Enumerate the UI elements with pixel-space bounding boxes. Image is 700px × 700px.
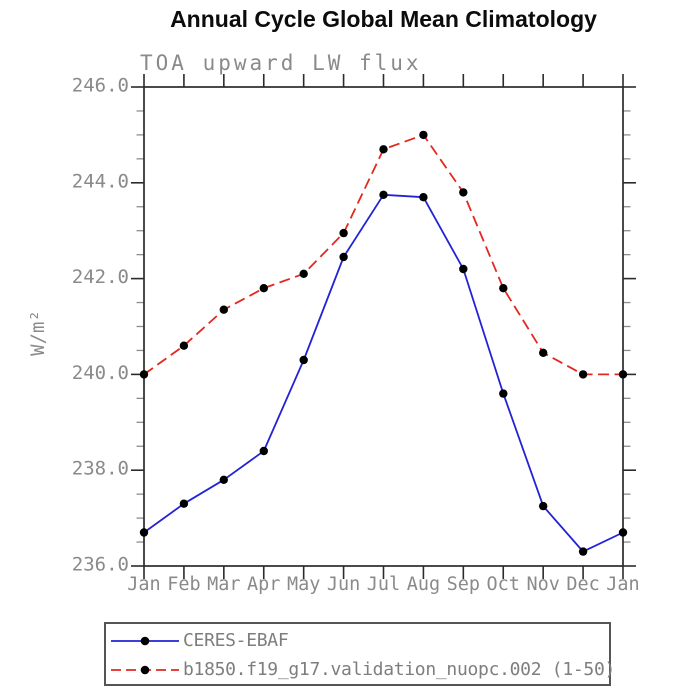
y-tick-label: 244.0 xyxy=(72,170,129,192)
data-point-model-run xyxy=(459,188,468,197)
axis-frame xyxy=(143,86,624,567)
x-tick-label-month: Aug xyxy=(407,574,440,595)
x-tick-label-month: Nov xyxy=(526,574,559,595)
y-tick-label: 242.0 xyxy=(72,266,129,288)
x-tick-label-month: Jan xyxy=(127,574,160,595)
data-point-ceres-ebaf xyxy=(499,389,508,398)
legend-entry-model-run: b1850.f19_g17.validation_nuopc.002 (1-50… xyxy=(106,655,615,684)
x-tick-label-month: Sep xyxy=(447,574,480,595)
legend-label-model-run: b1850.f19_g17.validation_nuopc.002 (1-50… xyxy=(183,659,616,680)
y-tick-label: 236.0 xyxy=(72,554,129,576)
data-point-model-run xyxy=(618,370,628,379)
data-point-model-run xyxy=(339,228,348,238)
data-point-model-run xyxy=(139,370,149,379)
data-point-model-run xyxy=(578,370,588,379)
data-point-ceres-ebaf xyxy=(339,252,348,262)
data-point-ceres-ebaf xyxy=(299,355,308,365)
data-point-model-run xyxy=(259,284,268,293)
chart-title: Annual Cycle Global Mean Climatology xyxy=(170,6,597,32)
x-tick-label-month: Jun xyxy=(327,574,360,595)
legend-label-ceres-ebaf: CERES-EBAF xyxy=(183,630,289,651)
legend: CERES-EBAF b1850.f19_g17.validation_nuop… xyxy=(104,622,615,686)
data-point-ceres-ebaf xyxy=(539,501,548,511)
y-tick-label: 240.0 xyxy=(72,362,129,384)
series-line-ceres-ebaf xyxy=(143,193,624,553)
x-tick-label-month: Feb xyxy=(167,574,200,595)
legend-line-sample-dashed-red xyxy=(111,665,179,674)
data-point-ceres-ebaf xyxy=(219,475,228,484)
data-point-model-run xyxy=(539,348,548,357)
data-point-ceres-ebaf xyxy=(459,264,468,274)
legend-marker-dot xyxy=(140,665,150,674)
x-tick-label-month: Jan xyxy=(606,574,639,595)
y-tick-label: 246.0 xyxy=(72,75,129,97)
legend-entry-ceres-ebaf: CERES-EBAF xyxy=(106,626,609,655)
data-point-ceres-ebaf xyxy=(618,528,628,537)
data-point-model-run xyxy=(219,305,228,314)
data-point-model-run xyxy=(379,145,388,154)
x-tick-label-month: Oct xyxy=(487,574,520,595)
data-point-model-run xyxy=(419,130,428,140)
series-line-model-run xyxy=(143,133,623,376)
x-tick-label-month: Jul xyxy=(367,574,400,595)
y-axis-label: W/m² xyxy=(27,310,49,356)
x-tick-label-month: Apr xyxy=(247,574,280,595)
legend-line-sample-solid-blue xyxy=(111,636,179,645)
legend-marker-dot xyxy=(140,636,150,645)
data-point-ceres-ebaf xyxy=(419,193,428,202)
y-tick-label: 238.0 xyxy=(72,458,129,480)
data-point-ceres-ebaf xyxy=(179,499,189,508)
data-point-ceres-ebaf xyxy=(379,190,388,199)
chart-subtitle: TOA upward LW flux xyxy=(140,51,422,75)
data-point-ceres-ebaf xyxy=(259,446,268,456)
x-tick-label-month: Dec xyxy=(566,574,599,595)
data-point-ceres-ebaf xyxy=(578,547,588,556)
data-point-model-run xyxy=(299,269,308,278)
x-tick-label-month: May xyxy=(287,574,320,595)
data-point-ceres-ebaf xyxy=(139,528,149,537)
data-point-model-run xyxy=(499,284,508,293)
data-point-model-run xyxy=(179,341,189,350)
x-tick-label-month: Mar xyxy=(207,574,240,595)
